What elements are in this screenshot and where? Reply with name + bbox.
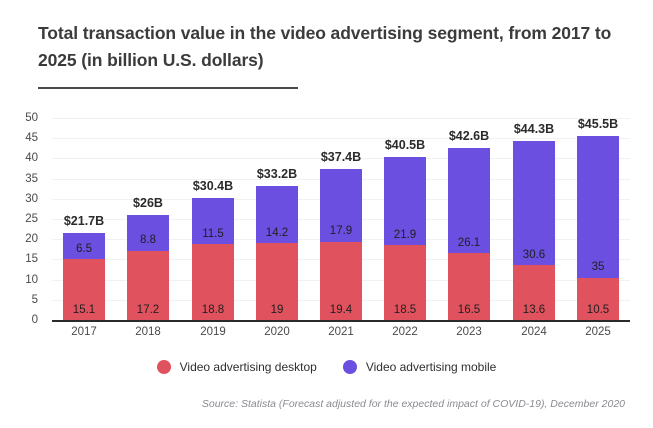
bar-segment-desktop[interactable]: 10.5 xyxy=(577,277,619,320)
bar-value-label-mobile: 26.1 xyxy=(457,236,481,249)
chart-legend: Video advertising desktop Video advertisi… xyxy=(0,360,653,374)
plot-area: 15.1 6.5 $21.7B 17.2 8.8 $26B 18.8 11.5 $30.4B 19… xyxy=(52,117,630,321)
bar-segment-mobile[interactable]: 35 xyxy=(577,136,619,278)
bar-segment-mobile[interactable]: 6.5 xyxy=(63,232,105,259)
y-axis-tick-label: 30 xyxy=(25,192,38,205)
x-axis: 2017 2018 2019 2020 2021 2022 2023 2024 2025 xyxy=(52,326,630,346)
bar-total-label: $44.3B xyxy=(513,122,555,137)
bar-value-label-mobile: 35 xyxy=(591,261,605,274)
bar-segment-desktop[interactable]: 17.2 xyxy=(127,250,169,320)
title-divider xyxy=(38,87,298,90)
y-axis-tick-label: 5 xyxy=(31,293,38,306)
bar-segment-mobile[interactable]: 21.9 xyxy=(384,156,426,246)
bar-total-label: $26B xyxy=(133,195,163,210)
bar-value-label-mobile: 14.2 xyxy=(265,226,289,239)
source-note: Source: Statista (Forecast adjusted for … xyxy=(201,398,625,410)
bar-value-label-desktop: 15.1 xyxy=(72,303,96,316)
y-axis-tick-label: 20 xyxy=(25,233,38,246)
bar-value-label-desktop: 17.2 xyxy=(136,303,160,316)
bar-group[interactable]: 18.8 11.5 $30.4B xyxy=(192,118,234,320)
y-axis-tick-label: 0 xyxy=(31,314,38,326)
bar-segment-mobile[interactable]: 14.2 xyxy=(256,185,298,244)
bar-total-label: $21.7B xyxy=(63,213,105,228)
bar-segment-mobile[interactable]: 11.5 xyxy=(192,197,234,245)
bar-value-label-mobile: 11.5 xyxy=(202,227,224,240)
bar-segment-mobile[interactable]: 26.1 xyxy=(448,147,490,254)
bar-total-label: $40.5B xyxy=(384,137,426,152)
gridline xyxy=(52,158,630,160)
legend-color-dot-icon xyxy=(342,360,357,374)
bar-value-label-desktop: 10.5 xyxy=(586,303,610,316)
x-axis-tick-label: 2019 xyxy=(200,326,226,338)
y-axis-tick-label: 40 xyxy=(25,152,38,165)
bar-value-label-mobile: 6.5 xyxy=(76,242,92,255)
bar-segment-desktop[interactable]: 15.1 xyxy=(63,259,105,320)
bar-segment-desktop[interactable]: 18.8 xyxy=(192,244,234,320)
legend-label: Video advertising mobile xyxy=(365,360,497,374)
x-axis-tick-label: 2024 xyxy=(521,326,547,338)
x-axis-tick-label: 2020 xyxy=(264,326,290,338)
legend-color-dot-icon xyxy=(156,360,171,374)
bar-total-label: $45.5B xyxy=(577,117,619,132)
bar-group[interactable]: 17.2 8.8 $26B xyxy=(127,118,169,320)
bar-group[interactable]: 13.6 30.6 $44.3B xyxy=(513,118,555,320)
y-axis-tick-label: 35 xyxy=(25,172,38,185)
bar-segment-desktop[interactable]: 19.4 xyxy=(320,241,362,320)
y-axis-tick-label: 15 xyxy=(25,253,38,266)
bar-segment-mobile[interactable]: 30.6 xyxy=(513,141,555,266)
y-axis-tick-label: 25 xyxy=(25,213,38,225)
bar-group[interactable]: 19.4 17.9 $37.4B xyxy=(320,118,362,320)
x-axis-tick-label: 2025 xyxy=(585,326,611,338)
y-axis: 50 45 40 35 30 25 20 15 10 5 0 xyxy=(0,112,46,326)
y-axis-tick-label: 45 xyxy=(25,132,38,145)
bar-total-label: $30.4B xyxy=(192,178,234,193)
bar-total-label: $37.4B xyxy=(320,150,362,165)
bar-total-label: $42.6B xyxy=(448,128,490,143)
x-axis-tick-label: 2017 xyxy=(71,326,97,338)
bar-value-label-mobile: 21.9 xyxy=(393,228,417,241)
bar-value-label-desktop: 13.6 xyxy=(522,303,546,316)
y-axis-tick-label: 50 xyxy=(25,112,38,124)
bar-value-label-desktop: 16.5 xyxy=(457,303,481,316)
legend-label: Video advertising desktop xyxy=(179,360,317,374)
page-title: Total transaction value in the video adv… xyxy=(38,23,612,71)
bar-value-label-desktop: 18.5 xyxy=(393,303,417,316)
bar-group[interactable]: 15.1 6.5 $21.7B xyxy=(63,118,105,320)
bar-value-label-mobile: 30.6 xyxy=(522,248,546,261)
bar-segment-desktop[interactable]: 19 xyxy=(256,243,298,320)
title-block: Total transaction value in the video adv… xyxy=(38,20,618,90)
bar-total-label: $33.2B xyxy=(256,166,298,181)
bar-value-label-mobile: 8.8 xyxy=(140,234,156,247)
x-axis-baseline xyxy=(52,320,630,322)
bar-segment-desktop[interactable]: 13.6 xyxy=(513,265,555,320)
bar-group[interactable]: 19 14.2 $33.2B xyxy=(256,118,298,320)
bar-group[interactable]: 18.5 21.9 $40.5B xyxy=(384,118,426,320)
bar-value-label-desktop: 19 xyxy=(270,303,284,316)
gridline xyxy=(52,118,630,119)
legend-item-desktop[interactable]: Video advertising desktop xyxy=(156,360,317,374)
bar-value-label-desktop: 18.8 xyxy=(201,303,225,316)
bar-segment-mobile[interactable]: 8.8 xyxy=(127,214,169,251)
bar-segment-desktop[interactable]: 16.5 xyxy=(448,253,490,320)
gridline xyxy=(52,138,630,140)
bar-value-label-desktop: 19.4 xyxy=(329,303,353,316)
bar-group[interactable]: 16.5 26.1 $42.6B xyxy=(448,118,490,320)
x-axis-tick-label: 2018 xyxy=(135,326,161,338)
x-axis-tick-label: 2023 xyxy=(456,326,482,338)
bar-group[interactable]: 10.5 35 $45.5B xyxy=(577,117,619,320)
bar-value-label-mobile: 17.9 xyxy=(329,225,353,238)
x-axis-tick-label: 2021 xyxy=(328,326,354,338)
legend-item-mobile[interactable]: Video advertising mobile xyxy=(342,360,497,374)
bar-segment-mobile[interactable]: 17.9 xyxy=(320,169,362,242)
x-axis-tick-label: 2022 xyxy=(392,326,418,338)
bar-segment-desktop[interactable]: 18.5 xyxy=(384,245,426,320)
y-axis-tick-label: 10 xyxy=(25,273,38,286)
